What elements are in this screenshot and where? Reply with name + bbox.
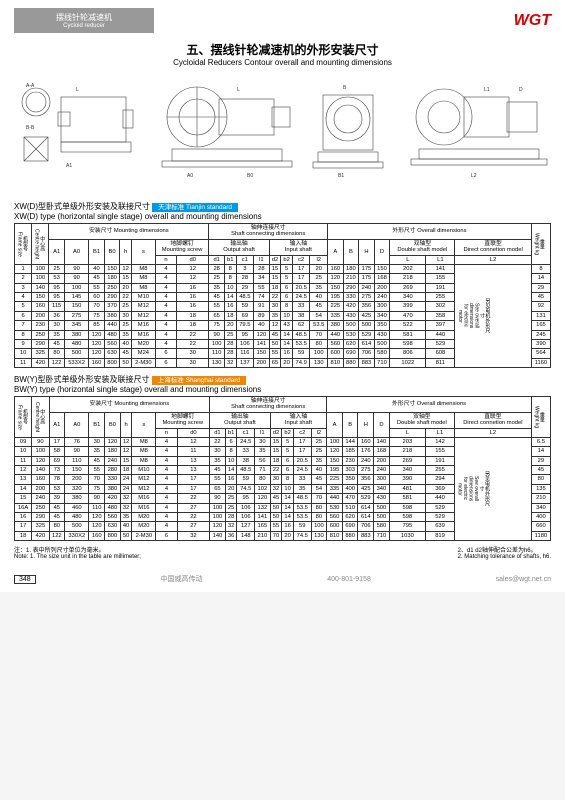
svg-text:B1: B1 [338, 173, 344, 179]
section1-head: XW(D)型卧式单级外形安装及联接尺寸 天津标准 Tianjin standar… [14, 201, 551, 221]
svg-text:B-B: B-B [26, 125, 35, 131]
svg-text:L2: L2 [471, 173, 477, 179]
diagram-1: A-A B-B L A1 [16, 77, 136, 187]
footer-email: sales@wgt.net.cn [496, 576, 551, 583]
title-cn: 五、摆线针轮减速机的外形安装尺寸 [14, 41, 551, 58]
note1-en: Note: 1. The size unit in the table are … [14, 554, 141, 560]
sect1-en: XW(D) type (horizontal single stage) ove… [14, 212, 262, 221]
notes: 注：1. 表中所列尺寸单位为毫米。 Note: 1. The size unit… [14, 545, 551, 560]
title-en: Cycloidal Reducers Contour overall and m… [14, 58, 551, 67]
svg-text:B: B [343, 85, 347, 91]
footer-company: 中国威高传动 [160, 574, 202, 584]
diagram-3: B B1 [308, 77, 388, 187]
diagram-4: D L1 L2 [399, 77, 549, 187]
xw-table: 机型号Frame size中心高Centre height安装尺寸 Mounti… [14, 223, 551, 368]
svg-text:L: L [237, 87, 240, 93]
tag-shanghai: 上海标准 Shanghai standard [152, 376, 246, 385]
category-bar: 摆线针轮减速机 Cycloid reducer [14, 8, 154, 33]
brand-logo: WGT [514, 12, 551, 30]
svg-text:L: L [76, 87, 79, 93]
bw-table: 机型号Frame size中心高Centre height安装尺寸 Mounti… [14, 396, 551, 541]
svg-text:B0: B0 [247, 173, 253, 179]
footer-tel: 400-801-9158 [327, 576, 371, 583]
greybar-en: Cycloid reducer [24, 23, 144, 29]
svg-text:A0: A0 [187, 173, 193, 179]
svg-text:A-A: A-A [26, 83, 35, 89]
svg-text:D: D [519, 87, 523, 93]
section2-head: BW(Y)型卧式单级外形安装及联接尺寸 上海标准 Shanghai standa… [14, 374, 551, 394]
sect2-cn: BW(Y)型卧式单级外形安装及联接尺寸 [14, 375, 150, 384]
table-row: 110025904015012M841228832815517201601801… [15, 264, 551, 273]
tag-tianjin: 天津标准 Tianjin standard [152, 203, 238, 212]
sect2-en: BW(Y) type (horizontal single stage) ove… [14, 385, 261, 394]
topbar: 摆线针轮减速机 Cycloid reducer WGT [14, 8, 551, 33]
sect1-cn: XW(D)型卧式单级外形安装及联接尺寸 [14, 202, 150, 211]
diagram-2: L A0 B0 [147, 77, 297, 187]
greybar-cn: 摆线针轮减速机 [56, 13, 112, 22]
svg-text:L1: L1 [484, 87, 490, 93]
page-title: 五、摆线针轮减速机的外形安装尺寸 Cycloidal Reducers Cont… [14, 41, 551, 67]
note2-en: 2. Matching tolerance of shafts, h6. [458, 554, 551, 560]
svg-text:A1: A1 [66, 163, 72, 169]
footer: 348 中国威高传动 400-801-9158 sales@wgt.net.cn [14, 574, 551, 584]
table-row: 099017763012012M841222624.53015517251001… [15, 437, 551, 446]
diagram-row: A-A B-B L A1 L A0 B0 B B1 D L1 L2 [14, 77, 551, 187]
page-number: 348 [14, 575, 36, 584]
